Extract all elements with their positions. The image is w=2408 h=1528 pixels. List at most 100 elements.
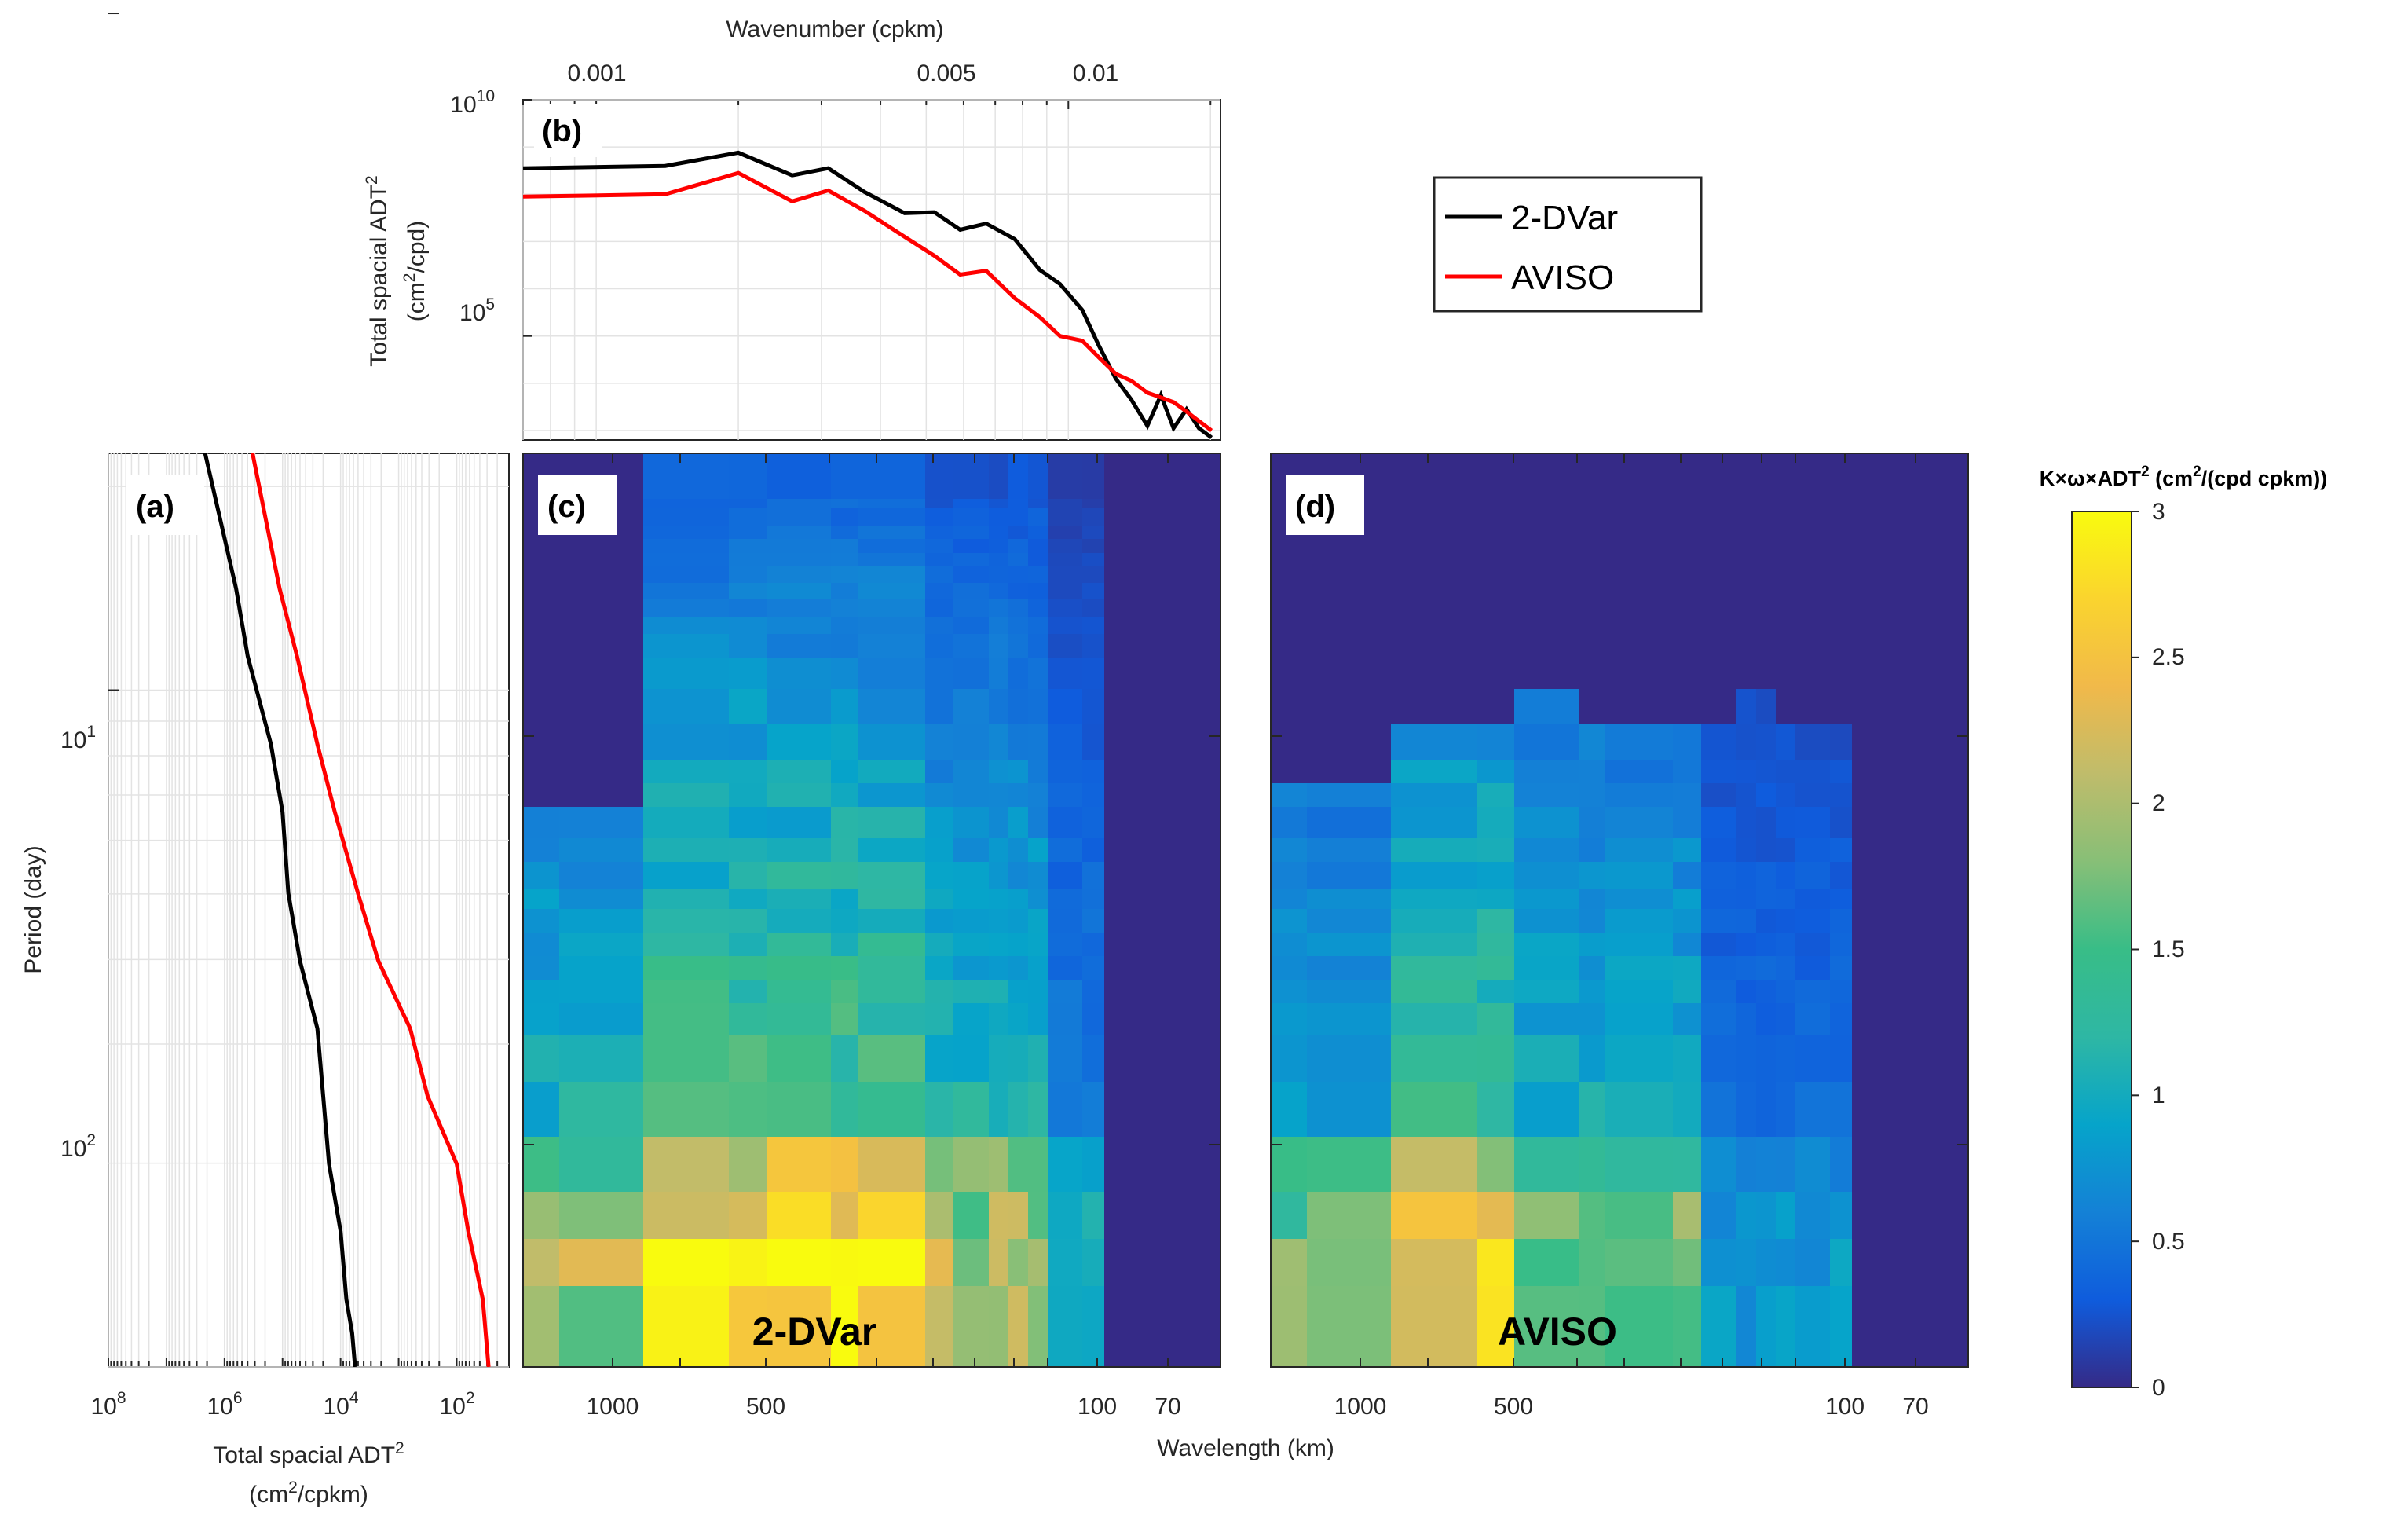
heatmap-cell [858,1035,926,1083]
heatmap-cell [1795,658,1831,690]
heatmap-cell [729,1239,767,1287]
heatmap-cell [953,539,990,554]
heatmap-cell [729,539,767,554]
heatmap-cell [1795,1137,1831,1193]
heatmap-cell [523,980,560,1004]
heatmap-cell [1271,980,1308,1004]
heatmap-cell [1028,499,1048,509]
heatmap-cell [1795,526,1831,540]
heatmap-cell [729,889,767,910]
heatmap-cell [925,658,954,690]
heatmap-cell [1887,583,1930,600]
heatmap-cell [1795,933,1831,957]
heatmap-cell [1514,838,1579,863]
heatmap-cell [523,1286,560,1368]
heatmap-cell [1307,862,1392,890]
heatmap-cell [858,760,926,784]
heatmap-cell [1271,1003,1308,1035]
heatmap-cell [1673,553,1702,567]
heatmap-cell [1673,617,1702,635]
heatmap-cell [1104,760,1140,784]
heatmap-cell [1830,909,1853,933]
heatmap-cell [1307,1192,1392,1240]
heatmap-cell [953,1082,990,1138]
heatmap-cell [989,566,1009,584]
heatmap-cell [1579,689,1606,725]
heatmap-cell [1736,1035,1757,1083]
heatmap-cell [1701,658,1737,690]
heatmap-cell [1514,617,1579,635]
heatmap-cell [1605,1003,1674,1035]
heatmap-cell [1271,1082,1308,1138]
heatmap-cell [953,862,990,890]
heatmap-cell [1048,566,1083,584]
heatmap-cell [1307,1003,1392,1035]
heatmap-cell [1795,566,1831,584]
heatmap-cell [1852,933,1887,957]
heatmap-cell [1307,689,1392,725]
heatmap-cell [1776,526,1796,540]
heatmap-cell [989,1003,1009,1035]
heatmap-cell [1673,583,1702,600]
heatmap-cell [1048,807,1083,839]
heatmap-cell [1048,838,1083,863]
heatmap-cell [1104,453,1140,500]
heatmap-cell [1830,658,1853,690]
heatmap-cell [1830,553,1853,567]
heatmap-cell [1579,553,1606,567]
heatmap-cell [767,862,832,890]
heatmap-cell [1756,1192,1777,1240]
heatmap-cell [1104,658,1140,690]
heatmap-cell [1887,499,1930,509]
heatmap-cell [523,566,560,584]
heatmap-cell [523,783,560,808]
heatmap-cell [1852,658,1887,690]
heatmap-cell [1048,724,1083,760]
heatmap-cell [1082,933,1105,957]
heatmap-cell [1579,1137,1606,1193]
heatmap-cell [1271,724,1308,760]
heatmap-cell [858,1137,926,1193]
heatmap-cell [1082,909,1105,933]
heatmap-cell [1104,1035,1140,1083]
heatmap-cell [1795,807,1831,839]
heatmap-cell [1008,980,1029,1004]
heatmap-cell [1795,617,1831,635]
heatmap-cell [1673,566,1702,584]
heatmap-cell [1271,617,1308,635]
heatmap-cell [1605,634,1674,658]
heatmap-cell [1830,889,1853,910]
heatmap-cell [643,566,730,584]
heatmap-cell [925,807,954,839]
heatmap-cell [1701,508,1737,526]
heatmap-cell [858,658,926,690]
heatmap-cell [1028,760,1048,784]
heatmap-cell [1307,1137,1392,1193]
heatmap-cell [1605,862,1674,890]
heatmap-cell [1307,889,1392,910]
heatmap-cell [1028,1286,1048,1368]
heatmap-cell [1477,1137,1515,1193]
heatmap-cell [767,1082,832,1138]
heatmap-cell [1028,889,1048,910]
heatmap-cell [1271,1286,1308,1368]
heatmap-cell [1391,499,1477,509]
heatmap-cell [1852,508,1887,526]
heatmap-cell [1181,689,1221,725]
heatmap-cell [1008,508,1029,526]
heatmap-cell [1579,1286,1606,1368]
heatmap-cell [1795,539,1831,554]
heatmap-cell [1181,526,1221,540]
heatmap-cell [1736,889,1757,910]
heatmap-cell [1477,634,1515,658]
heatmap-cell [1391,539,1477,554]
heatmap-cell [1830,838,1853,863]
heatmap-cell [1673,933,1702,957]
heatmap-cell [1605,617,1674,635]
heatmap-cell [989,909,1009,933]
heatmap-cell [858,566,926,584]
heatmap-cell [1307,980,1392,1004]
panel-b-tag-box [534,104,602,157]
heatmap-cell [1139,553,1182,567]
heatmap-cell [559,933,644,957]
